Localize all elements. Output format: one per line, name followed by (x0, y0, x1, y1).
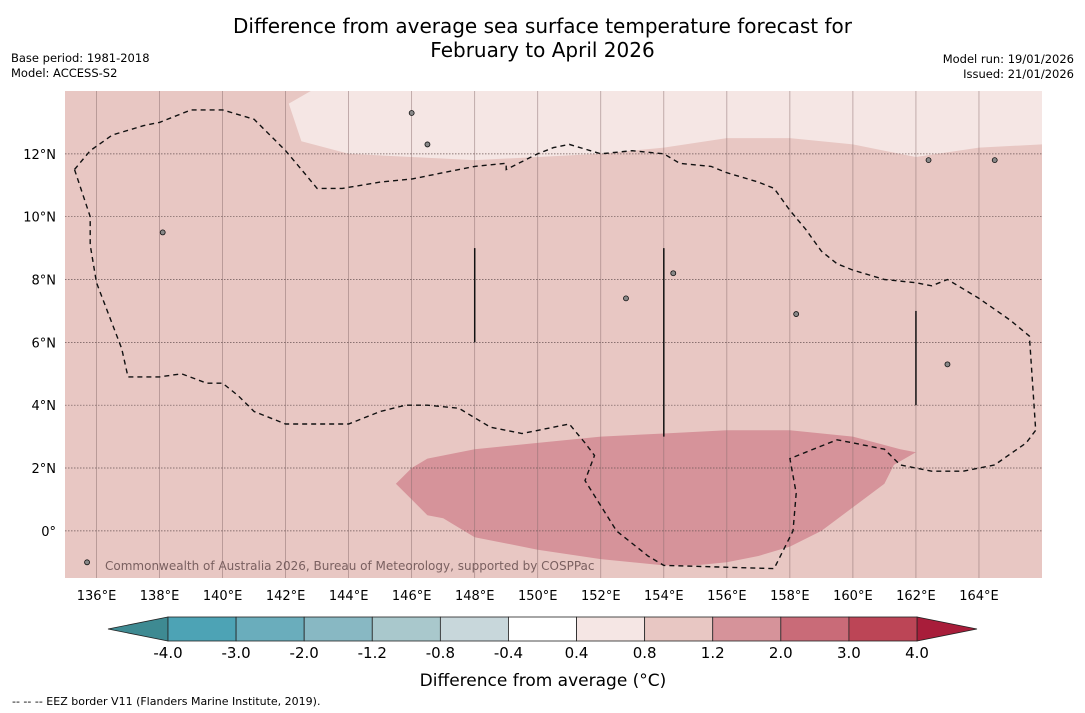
colorbar-swatch (439, 616, 509, 642)
island (991, 157, 998, 164)
island (793, 311, 800, 317)
island (408, 110, 415, 116)
model-info: Base period: 1981-2018 Model: ACCESS-S2 (11, 51, 150, 81)
chart-title: Difference from average sea surface temp… (0, 14, 1085, 62)
eez-footnote: -- -- -- EEZ border V11 (Flanders Marine… (12, 695, 321, 708)
base-period: Base period: 1981-2018 (11, 51, 150, 65)
colorbar-swatch (712, 616, 782, 642)
colorbar-swatch (576, 616, 646, 642)
colorbar-label: Difference from average (°C) (420, 671, 667, 691)
x-tick-label: 136°E (77, 589, 117, 604)
island (925, 157, 932, 164)
island (944, 361, 951, 368)
colorbar-tick-label: -0.4 (494, 644, 523, 662)
x-tick-label: 144°E (329, 589, 369, 604)
colorbar-tick-label: 2.0 (769, 644, 793, 662)
colorbar-tick-label: -1.2 (358, 644, 387, 662)
colorbar-swatch (780, 616, 850, 642)
x-tick-label: 138°E (140, 589, 180, 604)
colorbar-swatch (371, 616, 441, 642)
colorbar-tick-label: 4.0 (905, 644, 929, 662)
title-line-2: February to April 2026 (430, 38, 655, 62)
model-name: Model: ACCESS-S2 (11, 66, 118, 80)
colorbar-tick-label: 3.0 (837, 644, 861, 662)
x-tick-label: 146°E (392, 589, 432, 604)
x-tick-label: 142°E (266, 589, 306, 604)
x-tick-label: 148°E (455, 589, 495, 604)
island (84, 559, 90, 566)
colorbar-tick-label: 0.8 (633, 644, 657, 662)
y-tick-label: 6°N (32, 336, 57, 351)
colorbar-swatch (508, 616, 577, 642)
colorbar-swatch (167, 616, 237, 642)
x-tick-label: 152°E (581, 589, 621, 604)
colorbar-tick-label: 0.4 (565, 644, 589, 662)
colorbar-tick-label: 1.2 (701, 644, 725, 662)
x-tick-label: 162°E (896, 589, 936, 604)
run-info: Model run: 19/01/2026 Issued: 21/01/2026 (943, 52, 1074, 82)
y-tick-label: 12°N (23, 148, 56, 163)
colorbar-tick-label: -4.0 (153, 644, 182, 662)
colorbar-extend-max (916, 616, 978, 642)
y-tick-label: 8°N (32, 274, 57, 289)
x-tick-label: 140°E (203, 589, 243, 604)
y-tick-label: 4°N (32, 399, 57, 414)
x-tick-label: 156°E (707, 589, 747, 604)
island (424, 141, 431, 148)
north-patch (288, 91, 1042, 161)
colorbar-swatch (303, 616, 373, 642)
island (670, 270, 677, 277)
x-tick-label: 154°E (644, 589, 684, 604)
colorbar-extend-min (107, 616, 169, 642)
island (159, 229, 166, 236)
colorbar-tick-label: -2.0 (290, 644, 319, 662)
colorbar-swatch (644, 616, 714, 642)
title-line-1: Difference from average sea surface temp… (232, 14, 852, 38)
colorbar-swatch (848, 616, 918, 642)
colorbar-tick-label: -3.0 (221, 644, 250, 662)
island (623, 295, 629, 302)
x-tick-label: 160°E (833, 589, 873, 604)
y-tick-label: 0° (41, 525, 56, 540)
x-tick-label: 158°E (770, 589, 810, 604)
map-layer (65, 91, 1042, 578)
x-tick-label: 164°E (959, 589, 999, 604)
south-warm-patch (395, 430, 916, 566)
y-tick-label: 2°N (32, 462, 57, 477)
colorbar-swatch (235, 616, 305, 642)
model-run: Model run: 19/01/2026 (942, 52, 1074, 66)
issued-date: Issued: 21/01/2026 (963, 67, 1074, 81)
y-tick-label: 10°N (23, 211, 56, 226)
colorbar-tick-label: -0.8 (426, 644, 455, 662)
x-tick-label: 150°E (518, 589, 558, 604)
copyright-watermark: Commonwealth of Australia 2026, Bureau o… (105, 559, 595, 573)
